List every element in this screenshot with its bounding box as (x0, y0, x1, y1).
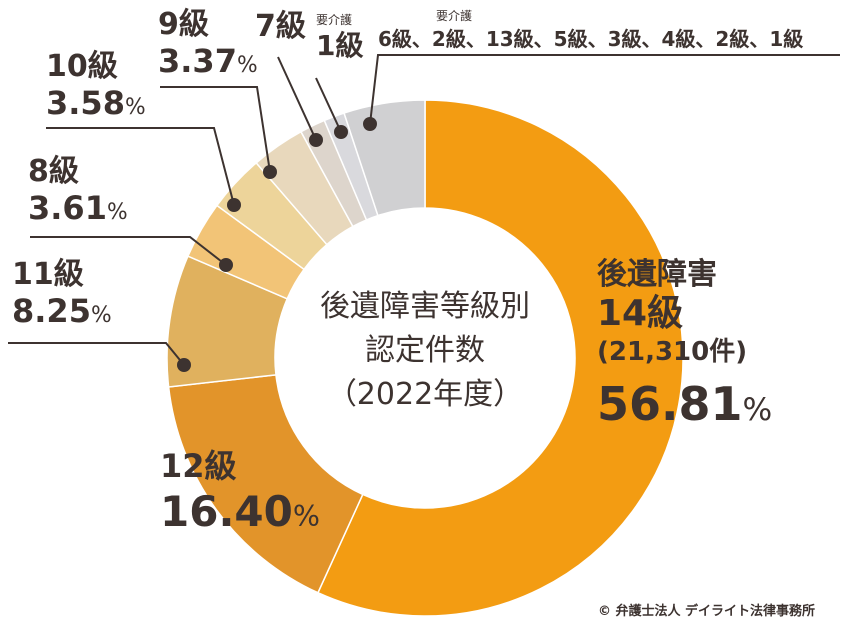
label-9-pct: 3.37% (158, 42, 258, 85)
label-14-count: (21,310件) (597, 337, 748, 367)
label-11-grade: 11級 (12, 257, 84, 292)
label-kaigo-rest-prefix: 要介護 (436, 10, 472, 22)
label-grade-8: 8級 3.61% (28, 155, 128, 232)
label-10-grade: 10級 (46, 49, 118, 84)
label-10-pct: 3.58% (46, 84, 146, 127)
label-8-pct-value: 3.61 (28, 189, 107, 227)
leader-g10 (46, 127, 235, 206)
label-grade-7: 7級 (255, 9, 306, 44)
label-9-grade: 9級 (158, 7, 209, 42)
leader-g8 (30, 236, 227, 266)
label-14-prefix: 後遺障害 (597, 257, 717, 292)
label-rest-grades: 6級、2級、13級、5級、3級、4級、2級、1級 (378, 27, 804, 51)
leader-dot-k1 (334, 125, 348, 139)
donut-slices (166, 99, 684, 617)
label-14-grade: 14級 (597, 293, 684, 334)
leader-dot-g8 (219, 258, 233, 272)
label-11-pct: 8.25% (12, 292, 112, 335)
label-11-pct-value: 8.25 (12, 292, 91, 330)
label-kaigo-1: 要介護 1級 (316, 14, 363, 62)
leader-dot-g9 (263, 165, 277, 179)
slice-rest (343, 99, 426, 217)
label-9-pct-value: 3.37 (158, 42, 237, 80)
copyright: © 弁護士法人 デイライト法律事務所 (598, 604, 816, 619)
label-grade-12: 12級 16.40% (160, 448, 320, 540)
label-kaigo-1-grade: 1級 (316, 29, 364, 62)
label-12-grade: 12級 (160, 447, 237, 485)
leader-g11 (8, 342, 185, 366)
pct-unit: % (292, 499, 320, 533)
pct-unit: % (106, 200, 128, 225)
label-8-grade: 8級 (28, 154, 79, 189)
label-14-count-value: 21,310件 (608, 337, 736, 367)
label-kaigo-1-prefix: 要介護 (316, 13, 353, 27)
center-line-3: （2022年度） (326, 377, 524, 412)
pct-unit: % (124, 95, 146, 120)
pct-unit: % (236, 53, 258, 78)
leader-lines (8, 54, 840, 372)
leader-dot-g10 (227, 198, 241, 212)
center-title: 後遺障害等級別 認定件数 （2022年度） (270, 285, 580, 417)
leader-dot-rest (363, 117, 377, 131)
center-line-2: 認定件数 (365, 333, 485, 368)
label-rest-prefix: 要介護 (436, 9, 473, 23)
slice-g14 (316, 99, 684, 617)
label-12-pct: 16.40% (160, 488, 320, 540)
leader-g9 (160, 86, 271, 173)
leader-rest (369, 54, 840, 125)
leader-dot-g7 (309, 133, 323, 147)
label-10-pct-value: 3.58 (46, 84, 125, 122)
label-grade-10: 10級 3.58% (46, 50, 146, 127)
leader-dot-g11 (177, 358, 191, 372)
label-12-pct-value: 16.40 (160, 487, 293, 536)
center-line-1: 後遺障害等級別 (320, 289, 530, 324)
leader-k1 (315, 77, 342, 133)
label-grade-9: 9級 3.37% (158, 8, 258, 85)
pct-unit: % (90, 303, 112, 328)
label-14-pct-value: 56.81 (597, 377, 743, 431)
label-grade-14: 後遺障害 14級 (21,310件) 56.81% (597, 258, 772, 436)
label-grade-11: 11級 8.25% (12, 258, 112, 335)
pct-unit: % (742, 392, 773, 428)
label-14-pct: 56.81% (597, 378, 772, 436)
leader-g7 (277, 56, 317, 141)
label-8-pct: 3.61% (28, 189, 128, 232)
